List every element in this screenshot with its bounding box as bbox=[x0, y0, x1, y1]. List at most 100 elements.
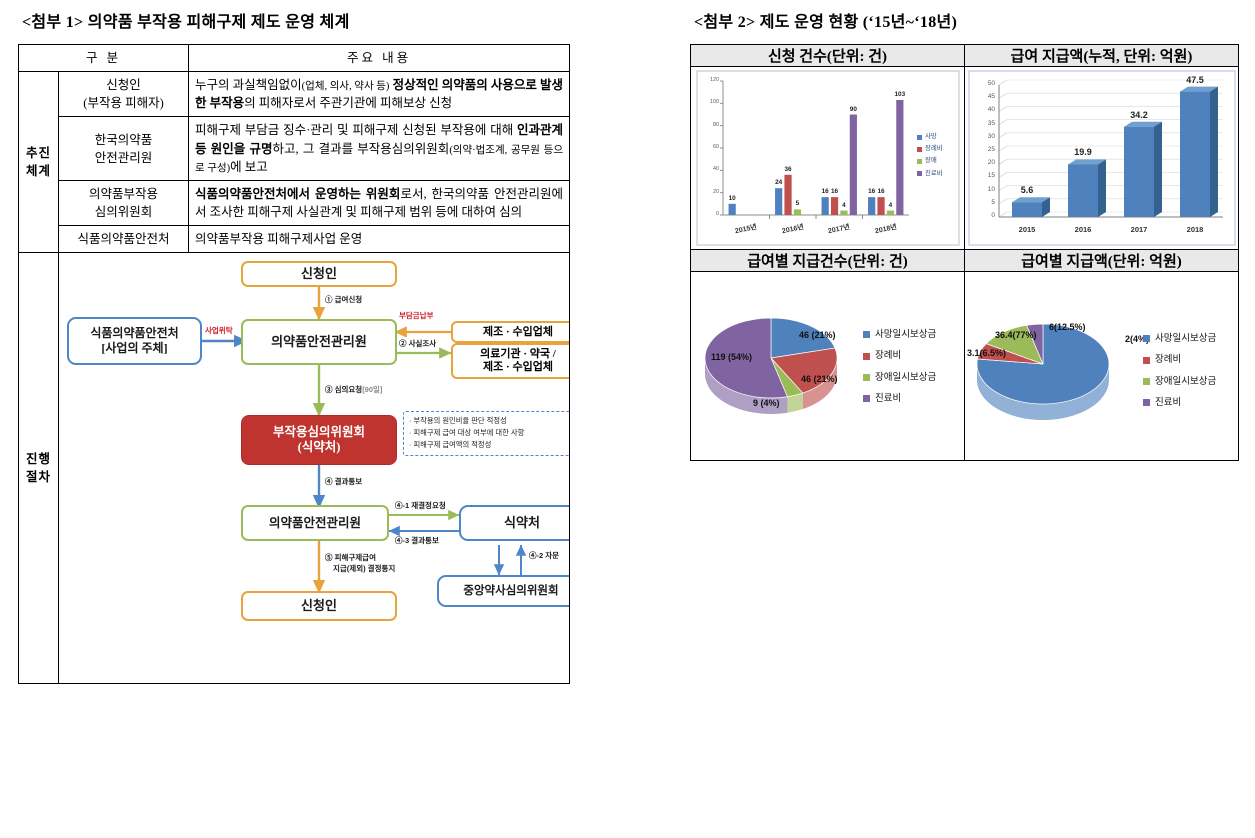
node-mfds[interactable]: 식약처 bbox=[459, 505, 569, 542]
chart-title-applications: 신청 건수(단위: 건) bbox=[690, 44, 965, 67]
pie-data-label: 46 (21%) bbox=[799, 330, 836, 340]
bar-value-label: 10 bbox=[728, 194, 736, 202]
label-step-2: ② 사실조사 bbox=[399, 339, 437, 349]
legend-item: 장례비 bbox=[1143, 349, 1216, 370]
chart-cell-payout: 5.6 19.9 34.2 47.5 0 5 10 15 20 25 30 35 40 45 50 2015 2… bbox=[964, 66, 1239, 250]
node-kids[interactable]: 의약품안전관리원 bbox=[241, 319, 397, 366]
bar-value-label: 34.2 bbox=[1130, 109, 1148, 120]
legend-label: 진료비 bbox=[1155, 397, 1182, 409]
y-tick-label: 25 bbox=[987, 146, 995, 153]
legend-item: 진료비 bbox=[917, 168, 943, 180]
legend-label: 진료비 bbox=[875, 393, 902, 405]
chart-title-amount-by-benefit: 급여별 지급액(단위: 억원) bbox=[964, 249, 1239, 272]
row-desc-applicant: 누구의 과실책임없이(업체, 의사, 약사 등) 정상적인 의약품의 사용으로 … bbox=[188, 71, 570, 118]
header-cell-content: 주요 내용 bbox=[188, 43, 570, 73]
label-step-5-line1: ⑤ 피해구제급여 bbox=[325, 553, 376, 563]
label-step-3: ③ 심의요청[90일] bbox=[325, 385, 382, 395]
chart-legend: 사망일시보상금 장례비 장애일시보상금 진료비 bbox=[863, 324, 936, 410]
legend-label: 장례비 bbox=[875, 350, 902, 362]
x-category-label: 2016 bbox=[1074, 225, 1092, 234]
bar-value-label: 36 bbox=[784, 165, 792, 173]
node-clinic-pharmacy[interactable]: 의료기관 · 약국 / 제조 · 수입업체 bbox=[451, 343, 569, 380]
label-delegate: 사업위탁 bbox=[205, 326, 233, 336]
bar-value-label: 16 bbox=[877, 188, 885, 196]
label-step-1: ① 급여신청 bbox=[325, 295, 363, 305]
row-category-mfds: 식품의약품안전처 bbox=[57, 225, 190, 254]
chart-cell-pie-amount: 36.4(77%) 3.1(6.5%) 6(12.5%) 2(4%) 사망일시보상금 장례… bbox=[964, 271, 1239, 461]
bar-value-label: 5 bbox=[795, 200, 800, 208]
legend-swatch bbox=[863, 395, 870, 403]
chart-cell-applications: 10 24 36 5 16 16 4 90 16 16 4 103 0 20 40 60 80 100 120 201… bbox=[690, 66, 965, 250]
attachment-1-title: <첨부 1> 의약품 부작용 피해구제 제도 운영 체계 bbox=[22, 14, 350, 31]
legend-swatch bbox=[863, 352, 870, 360]
pie-data-label: 6(12.5%) bbox=[1049, 322, 1086, 332]
x-category-label: 2018 bbox=[1186, 225, 1204, 234]
node-kids-2[interactable]: 의약품안전관리원 bbox=[241, 505, 389, 542]
y-tick-label: 45 bbox=[987, 93, 995, 101]
legend-label: 장애일시보상금 bbox=[1155, 375, 1217, 387]
legend-swatch bbox=[863, 373, 870, 381]
chart-legend: 사망 장례비 장애 진료비 bbox=[917, 131, 943, 180]
header-cell-division: 구 분 bbox=[17, 43, 190, 73]
legend-item: 장애일시보상금 bbox=[1143, 371, 1216, 392]
label-step-3-text: ③ 심의요청 bbox=[325, 385, 363, 395]
group-label-promotion-system: 추진 체계 bbox=[18, 71, 59, 254]
pie-data-label: 36.4(77%) bbox=[995, 330, 1037, 340]
y-tick-label: 0 bbox=[716, 211, 719, 217]
node-side-effect-committee[interactable]: 부작용심의위원회 (식약처) bbox=[241, 415, 397, 466]
row-category-applicant: 신청인 (부작용 피해자) bbox=[57, 71, 190, 118]
legend-label: 장례비 bbox=[925, 145, 943, 153]
chart-body-row-1: 10 24 36 5 16 16 4 90 16 16 4 103 0 20 40 60 80 100 120 201… bbox=[690, 66, 1239, 250]
bar-value-label: 16 bbox=[830, 188, 839, 196]
legend-swatch bbox=[917, 158, 922, 164]
legend-swatch bbox=[1143, 399, 1150, 407]
pie-chart-count: 46 (21%) 46 (21%) 9 (4%) 119 (54%) 사망일시보상금 장례… bbox=[691, 272, 964, 460]
bar-chart-applications: 10 24 36 5 16 16 4 90 16 16 4 103 0 20 40 60 80 100 120 201… bbox=[691, 67, 964, 249]
label-step-5: ⑤ 피해구제급여 지급(제외) 결정통지 bbox=[325, 553, 395, 573]
node-applicant-top[interactable]: 신청인 bbox=[241, 261, 397, 288]
callout-item: · 피해구제 급여액의 적정성 bbox=[409, 440, 492, 450]
y-tick-label: 100 bbox=[710, 99, 719, 106]
y-tick-label: 5 bbox=[991, 198, 995, 206]
legend-swatch bbox=[1143, 356, 1150, 364]
row-desc-committee: 식품의약품안전처에서 운영하는 위원회로서, 한국의약품 안전관리원에서 조사한… bbox=[188, 180, 570, 227]
legend-swatch bbox=[917, 146, 922, 152]
node-manufacturer[interactable]: 제조 · 수입업체 bbox=[451, 321, 569, 344]
y-tick-label: 50 bbox=[987, 80, 995, 87]
chart-title-payout-cumulative: 급여 지급액(누적, 단위: 억원) bbox=[964, 44, 1239, 67]
process-flowchart: 신청인 식품의약품안전처 [사업의 주체] 의약품안전관리원 제조 · 수입업체 … bbox=[59, 253, 569, 683]
pie-data-label: 3.1(6.5%) bbox=[967, 348, 1007, 358]
legend-label: 사망일시보상금 bbox=[1155, 333, 1217, 344]
legend-label: 장애 bbox=[925, 157, 937, 165]
node-applicant-bottom[interactable]: 신청인 bbox=[241, 591, 397, 622]
row-category-kids: 한국의약품 안전관리원 bbox=[57, 116, 190, 182]
node-central-committee[interactable]: 중앙약사심의위원회 bbox=[437, 575, 569, 608]
y-tick-label: 80 bbox=[713, 121, 719, 128]
bar-value-label: 5.6 bbox=[1020, 185, 1034, 196]
y-tick-label: 120 bbox=[710, 77, 719, 83]
chart-header-row-2: 급여별 지급건수(단위: 건) 급여별 지급액(단위: 억원) bbox=[690, 249, 1239, 272]
legend-label: 장례비 bbox=[1155, 354, 1182, 366]
node-mfds-left[interactable]: 식품의약품안전처 [사업의 주체] bbox=[67, 317, 202, 366]
row-desc-kids: 피해구제 부담금 징수·관리 및 피해구제 신청된 부작용에 대해 인과관계 등… bbox=[188, 116, 570, 182]
legend-swatch bbox=[1143, 377, 1150, 385]
group-label-procedure: 진행 절차 bbox=[18, 252, 59, 685]
legend-label: 사망일시보상금 bbox=[875, 329, 937, 340]
legend-item: 장애 bbox=[917, 155, 943, 167]
pie-data-label: 46 (21%) bbox=[801, 374, 838, 384]
row-desc-mfds: 의약품부작용 피해구제사업 운영 bbox=[188, 225, 570, 254]
pie-data-label: 9 (4%) bbox=[753, 398, 780, 408]
table-row: 추진 체계 신청인 (부작용 피해자) 누구의 과실책임없이(업체, 의사, 약사 … bbox=[18, 71, 570, 254]
attachment-1-section: <첨부 1> 의약품 부작용 피해구제 제도 운영 체계 구 분 주요 내용 추… bbox=[17, 8, 578, 685]
x-category-label: 2015 bbox=[1018, 225, 1036, 234]
bar-value-label: 19.9 bbox=[1074, 147, 1092, 158]
bar-value-label: 16 bbox=[821, 188, 829, 196]
y-tick-label: 0 bbox=[991, 212, 995, 219]
legend-item: 진료비 bbox=[1143, 392, 1216, 413]
table-row: 의약품부작용 심의위원회 식품의약품안전처에서 운영하는 위원회로서, 한국의약품… bbox=[19, 180, 570, 227]
legend-label: 진료비 bbox=[925, 169, 943, 177]
x-category-label: 2017 bbox=[1130, 225, 1148, 234]
bar-value-label: 4 bbox=[842, 201, 846, 209]
label-step-4-2: ④-2 자문 bbox=[529, 551, 560, 561]
bar-value-label: 47.5 bbox=[1186, 74, 1204, 85]
